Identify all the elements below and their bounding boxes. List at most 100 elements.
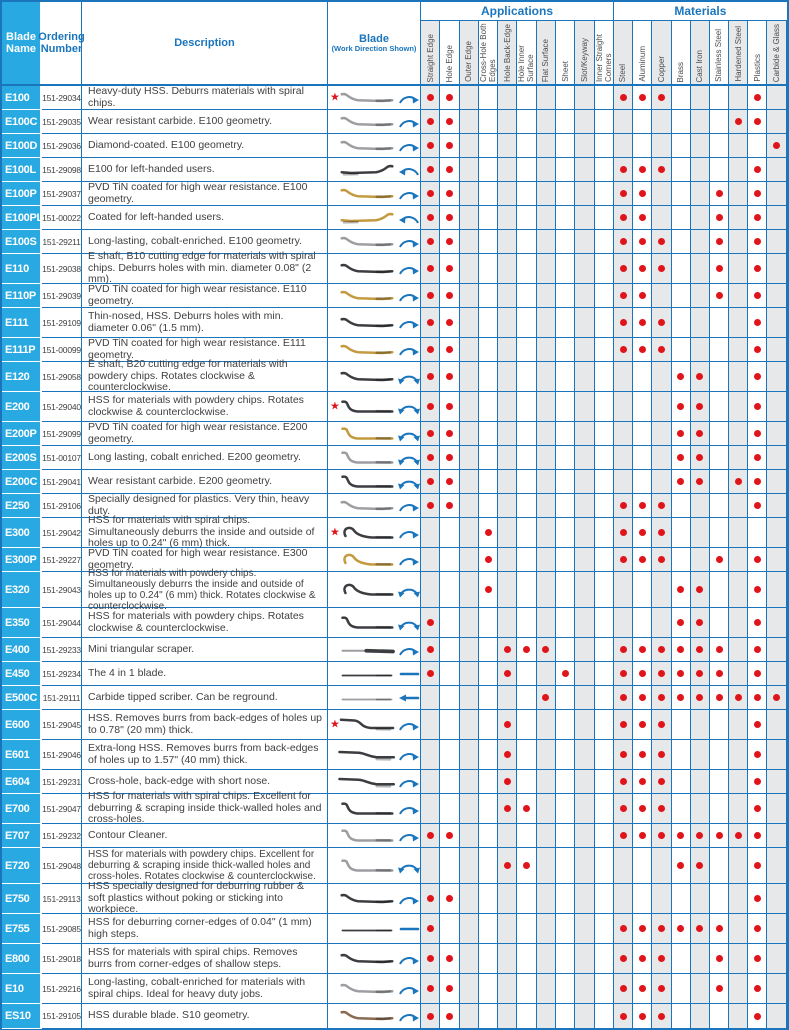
material-column-header: Plastics (748, 21, 768, 84)
material-dot (753, 778, 761, 785)
material-cell (672, 308, 691, 337)
material-cell (690, 638, 710, 661)
table-row: E755 151-29085 HSS for deburring corner-… (2, 914, 787, 944)
blade-illustration-cell: ★ (328, 86, 421, 109)
description-cell: Carbide tipped scriber. Can be reground. (82, 686, 328, 709)
material-cell (748, 710, 768, 739)
material-cell (767, 824, 787, 847)
material-dot (696, 925, 704, 932)
application-cell (479, 338, 499, 361)
table-row: E604 151-29231 Cross-hole, back-edge wit… (2, 770, 787, 794)
application-cell (556, 284, 576, 307)
material-cell (748, 254, 768, 283)
material-cell (633, 338, 653, 361)
material-cell (652, 494, 672, 517)
material-dot (753, 694, 761, 701)
material-cell (690, 974, 710, 1003)
material-cell (767, 848, 787, 883)
application-cell (595, 848, 614, 883)
ordering-number-cell: 151-29035 (42, 110, 82, 133)
application-dot (426, 118, 434, 125)
application-dot (426, 346, 434, 353)
column-label: Hole Back-Edge (502, 24, 512, 82)
work-direction-arc-icon (398, 375, 420, 384)
ordering-number-cell: 151-29058 (42, 362, 82, 391)
material-cell (710, 518, 730, 547)
material-dot (753, 238, 761, 245)
ordering-number-cell: 151-29111 (42, 686, 82, 709)
application-cell (459, 686, 479, 709)
ordering-number-cell: 151-29018 (42, 944, 82, 973)
application-cell (575, 470, 595, 493)
table-row: E111P 151-00099 PVD TiN coated for high … (2, 337, 787, 362)
description-cell: HSS for materials with powdery chips. Ex… (82, 848, 328, 883)
application-cell (595, 608, 614, 637)
column-label: Plastics (752, 54, 762, 82)
material-cell (748, 422, 768, 445)
material-cell (767, 110, 787, 133)
material-cell (710, 608, 730, 637)
material-cell (729, 362, 749, 391)
blade-name-cell: E400 (2, 638, 42, 662)
material-dot (619, 985, 627, 992)
blade-icon (340, 236, 394, 246)
material-cell (690, 824, 710, 847)
application-cell (517, 608, 537, 637)
application-cell (421, 110, 441, 133)
application-cell (517, 770, 537, 793)
table-row: E100L 151-29098 E100 for left-handed use… (2, 158, 787, 182)
application-dot (445, 166, 453, 173)
table-row: E707 151-29232 Contour Cleaner. (2, 824, 787, 848)
application-cell (440, 740, 460, 769)
description-cell: HSS for materials with powdery chips. Ro… (82, 608, 328, 637)
column-label: Aluminum (637, 46, 647, 82)
application-cell (517, 848, 537, 883)
material-dot (638, 778, 646, 785)
blade-illustration-cell (328, 182, 421, 205)
material-cell (652, 308, 672, 337)
blade-icon (340, 263, 394, 273)
application-cell (479, 308, 499, 337)
description-cell: HSS for materials with spiral chips. Rem… (82, 944, 328, 973)
material-cell (767, 158, 787, 181)
application-cell (575, 158, 595, 181)
blade-illustration-cell (328, 638, 421, 661)
blade-icon (343, 553, 394, 566)
material-dot (619, 694, 627, 701)
material-cell (729, 1004, 749, 1028)
application-dot (426, 319, 434, 326)
material-dot (638, 238, 646, 245)
application-cell (575, 254, 595, 283)
material-dot (715, 556, 723, 563)
application-cell (459, 518, 479, 547)
material-cell (748, 362, 768, 391)
material-cell (672, 740, 691, 769)
table-row: E200S 151-00107 Long lasting, cobalt enr… (2, 446, 787, 470)
material-dot (696, 862, 704, 869)
blade-illustration-cell (328, 686, 421, 709)
application-dot (426, 142, 434, 149)
material-dot (677, 403, 685, 410)
application-cell (459, 338, 479, 361)
application-dot (445, 118, 453, 125)
application-cell (440, 470, 460, 493)
application-column-header: Outer Edge (459, 21, 479, 84)
application-cell (479, 494, 499, 517)
material-cell (767, 470, 787, 493)
material-cell (767, 362, 787, 391)
material-cell (690, 770, 710, 793)
application-cell (556, 230, 576, 253)
material-cell (729, 284, 749, 307)
blade-illustration-cell (328, 572, 421, 607)
application-cell (556, 710, 576, 739)
material-dot (753, 190, 761, 197)
material-cell (672, 848, 691, 883)
application-cell (556, 740, 576, 769)
application-dot (426, 1012, 434, 1020)
material-cell (613, 638, 634, 661)
material-cell (748, 608, 768, 637)
material-cell (613, 182, 634, 205)
ordering-number-cell: 151-29227 (42, 548, 82, 571)
table-row: E600 151-29045 HSS. Removes burrs from b… (2, 710, 787, 740)
application-cell (459, 446, 479, 469)
